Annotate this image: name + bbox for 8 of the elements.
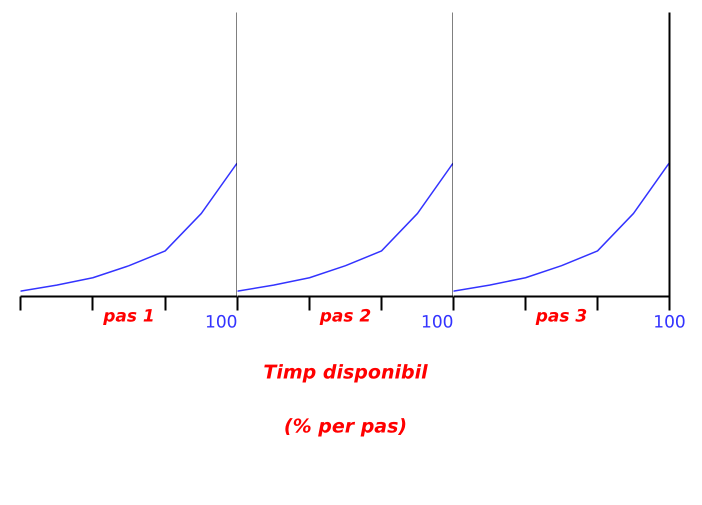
text: 100: [653, 312, 686, 332]
text: 100: [205, 312, 238, 332]
x-axis-title: pas 3: [534, 306, 588, 326]
text: (% per pas): [284, 416, 408, 438]
text: 100: [421, 312, 454, 332]
text: Timp disponibil: [263, 362, 428, 384]
x-axis-title: pas 1: [102, 306, 155, 326]
x-axis-title: pas 2: [318, 306, 372, 326]
